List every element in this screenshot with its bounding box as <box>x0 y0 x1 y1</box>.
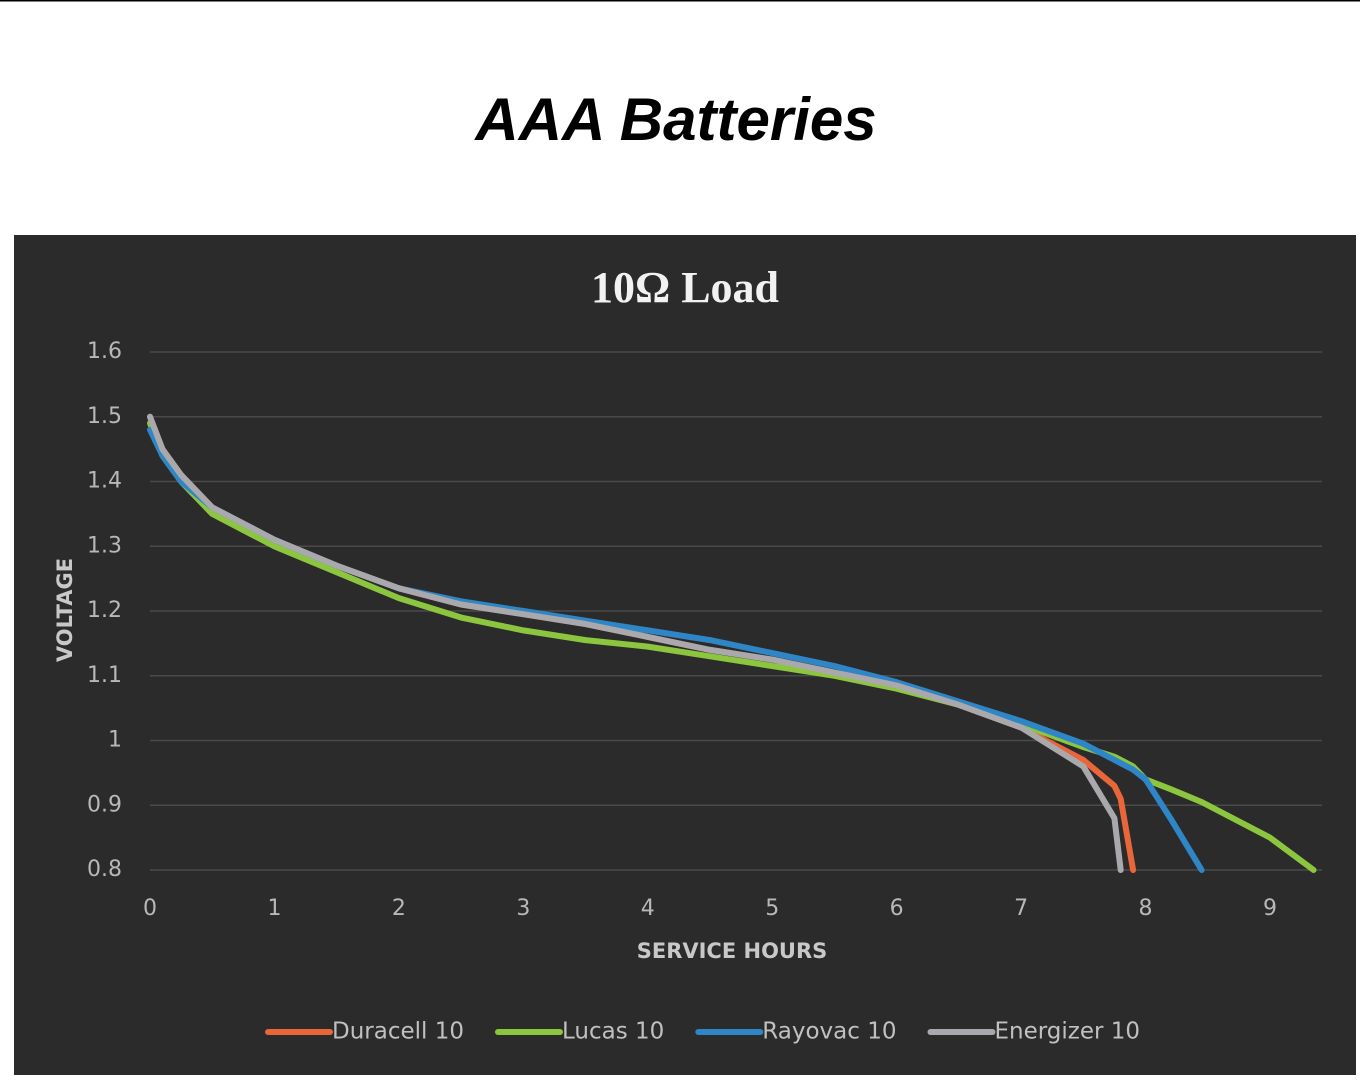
x-tick-label: 8 <box>1139 896 1153 921</box>
y-tick-label: 1.5 <box>87 404 122 429</box>
x-tick-label: 7 <box>1014 896 1028 921</box>
legend-label: Lucas 10 <box>562 1019 664 1045</box>
x-tick-label: 6 <box>890 896 904 921</box>
x-tick-label: 4 <box>641 896 655 921</box>
x-tick-label: 2 <box>392 896 406 921</box>
y-tick-label: 1.3 <box>87 533 122 558</box>
legend-label: Duracell 10 <box>332 1019 464 1045</box>
y-tick-label: 1.6 <box>87 339 122 364</box>
chart-title: 10Ω Load <box>591 263 779 312</box>
series-line <box>147 413 1124 873</box>
x-tick-label: 0 <box>143 896 157 921</box>
y-tick-label: 0.9 <box>87 792 122 817</box>
legend-label: Energizer 10 <box>994 1019 1140 1045</box>
legend-label: Rayovac 10 <box>762 1019 896 1045</box>
y-tick-label: 0.8 <box>87 857 122 882</box>
x-tick-label: 3 <box>516 896 530 921</box>
slide-title: AAA Batteries <box>473 86 876 153</box>
x-axis-title: SERVICE HOURS <box>637 939 828 963</box>
x-tick-label: 1 <box>267 896 281 921</box>
y-tick-label: 1.2 <box>87 598 122 623</box>
y-tick-label: 1.4 <box>87 469 122 494</box>
x-tick-label: 9 <box>1263 896 1277 921</box>
y-axis-title: VOLTAGE <box>53 558 77 662</box>
y-tick-label: 1 <box>108 728 122 753</box>
y-tick-label: 1.1 <box>87 663 122 688</box>
x-tick-label: 5 <box>765 896 779 921</box>
